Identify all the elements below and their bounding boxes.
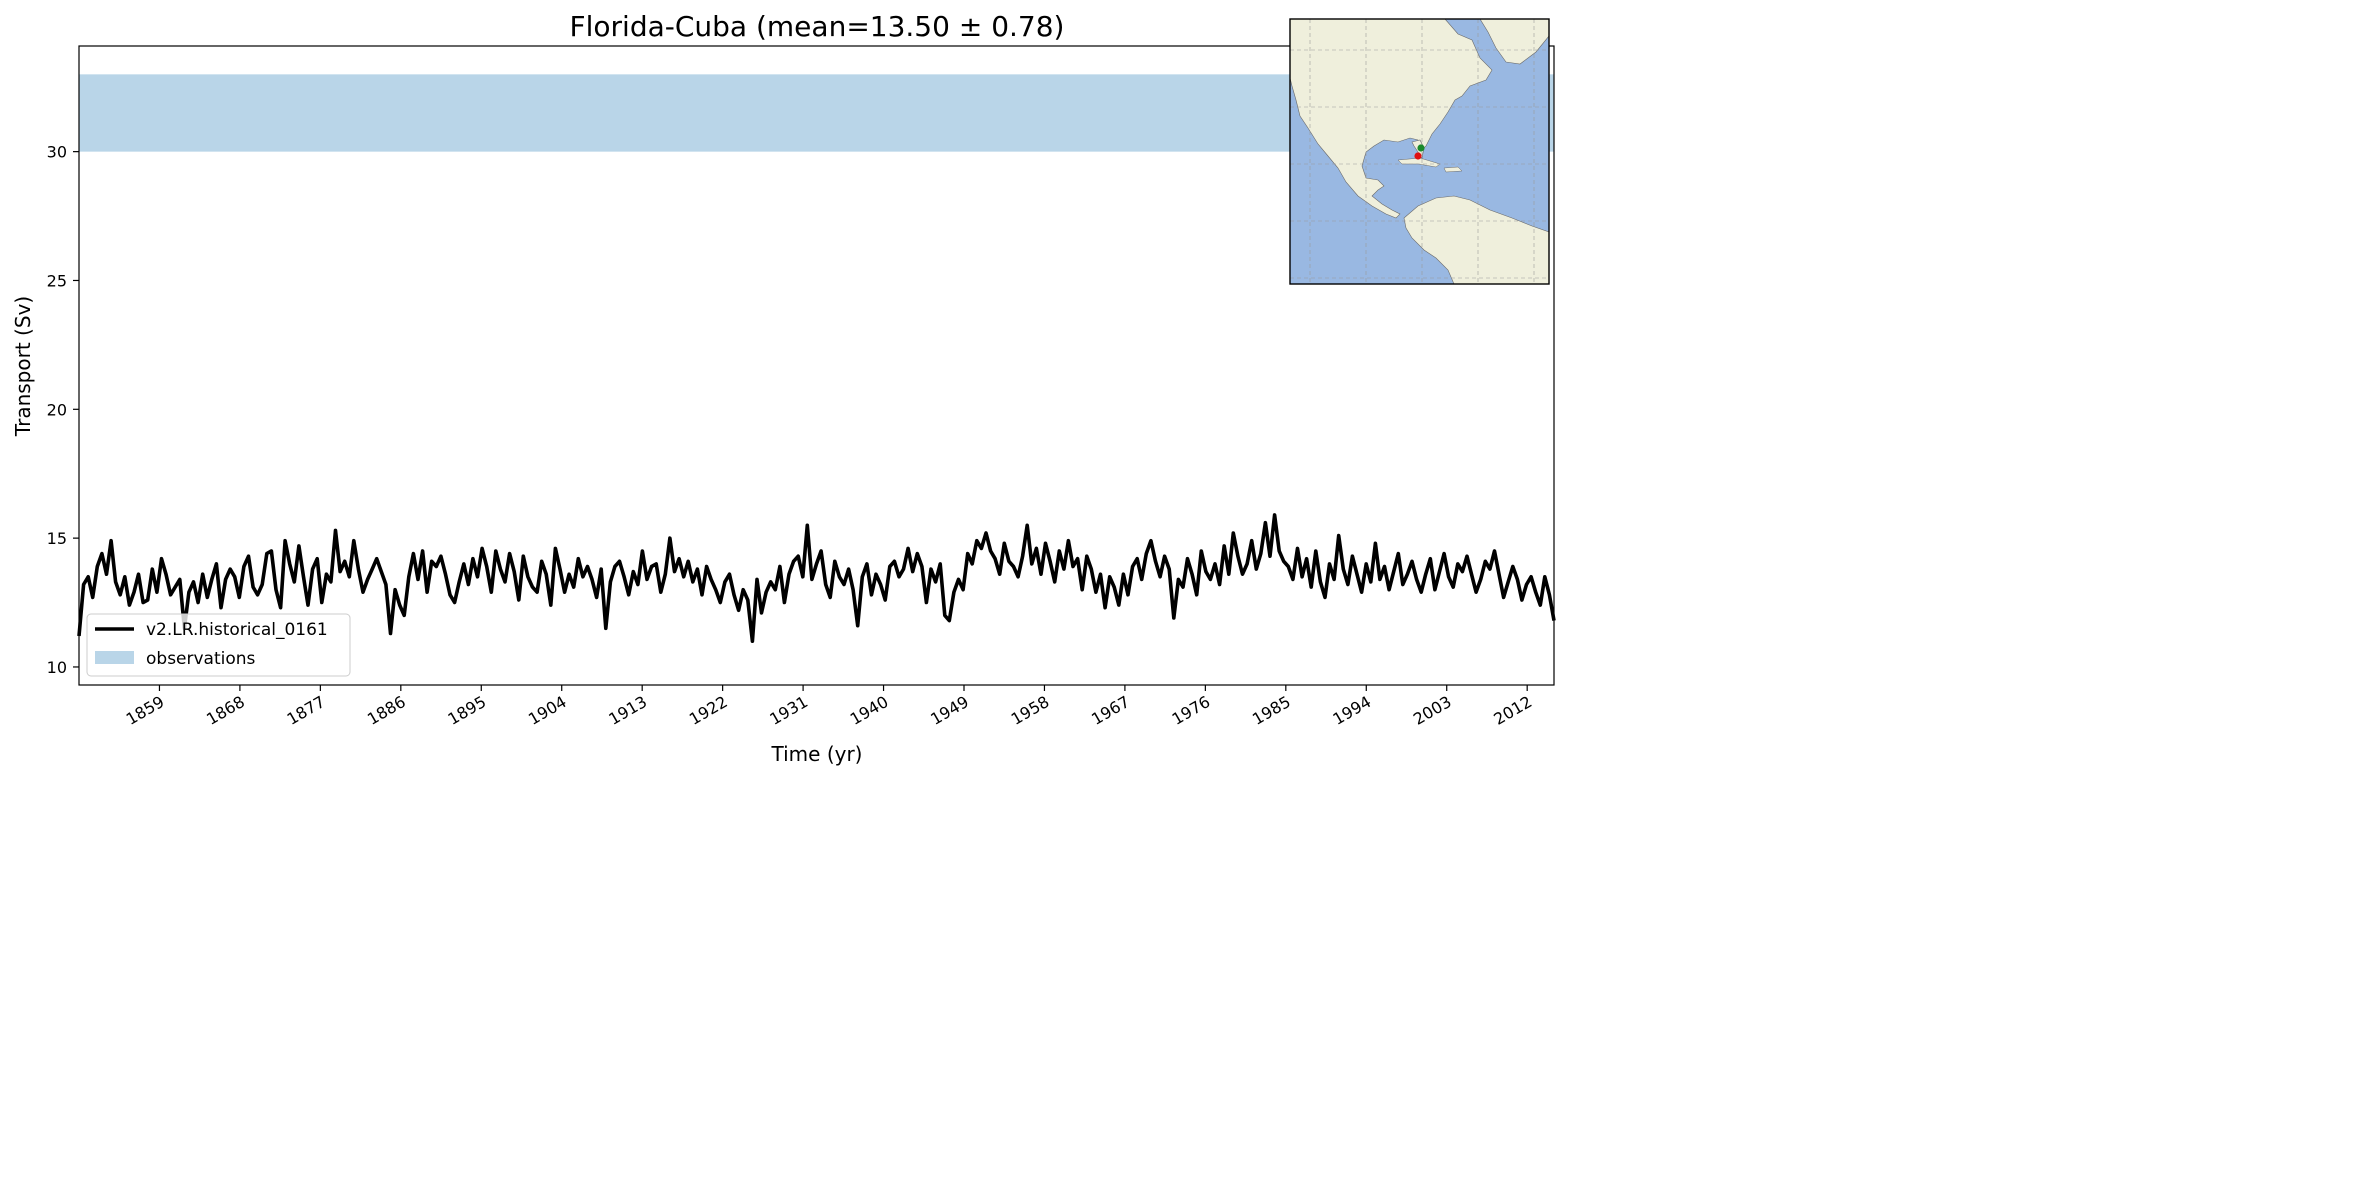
plot-frame <box>78 45 1555 686</box>
x-tick-label: 1949 <box>927 692 972 729</box>
x-tick-label: 1913 <box>605 692 650 729</box>
map-marker-red <box>1414 152 1422 160</box>
x-tick-label: 1868 <box>203 692 248 729</box>
x-tick-label: 1922 <box>686 692 731 729</box>
y-tick-label: 15 <box>47 529 67 548</box>
map-land-north-america <box>1290 19 1493 219</box>
map-land-hispaniola <box>1443 166 1463 173</box>
x-tick-label: 1877 <box>284 692 329 729</box>
map-land-greenland <box>1479 19 1549 65</box>
map-land-south-america <box>1403 195 1549 284</box>
y-axis-label: Transport (Sv) <box>11 296 35 437</box>
x-tick-label: 1904 <box>525 692 570 729</box>
map-gridlines <box>1290 19 1549 284</box>
x-tick-label: 1994 <box>1330 692 1375 729</box>
legend-box <box>86 613 351 677</box>
series-line-v2-lr-historical-0161 <box>77 513 1556 644</box>
x-axis-label: Time (yr) <box>771 742 863 766</box>
x-tick-label: 1895 <box>445 692 490 729</box>
y-tick-label: 25 <box>47 271 67 290</box>
inset-map <box>1289 18 1550 285</box>
x-tick-label: 1859 <box>123 692 168 729</box>
y-tick-label: 10 <box>47 658 67 677</box>
x-tick-label: 1985 <box>1249 692 1294 729</box>
x-tick-label: 1967 <box>1088 692 1133 729</box>
legend-label-series: v2.LR.historical_0161 <box>146 620 328 640</box>
chart-title: Florida-Cuba (mean=13.50 ± 0.78) <box>570 10 1065 43</box>
map-marker-green <box>1417 144 1425 152</box>
legend-band-swatch <box>95 651 134 664</box>
legend: v2.LR.historical_0161 observations <box>86 613 351 677</box>
x-tick-label: 2012 <box>1490 692 1535 729</box>
y-tick-label: 30 <box>47 143 67 162</box>
x-axis-ticks: 1859 1868 1877 1886 1895 1904 1913 1922 1931 1940… <box>123 685 1535 729</box>
x-tick-label: 1958 <box>1008 692 1053 729</box>
legend-label-observations: observations <box>146 649 256 669</box>
inset-map-frame <box>1289 18 1550 285</box>
x-tick-label: 2003 <box>1410 692 1455 729</box>
x-tick-label: 1886 <box>364 692 409 729</box>
x-tick-label: 1940 <box>847 692 892 729</box>
x-tick-label: 1931 <box>766 692 811 729</box>
y-axis-ticks: 10 15 20 25 30 <box>47 143 79 677</box>
y-tick-label: 20 <box>47 400 67 419</box>
chart: Florida-Cuba (mean=13.50 ± 0.78) 10 15 20 2… <box>11 10 1556 766</box>
x-tick-label: 1976 <box>1169 692 1214 729</box>
